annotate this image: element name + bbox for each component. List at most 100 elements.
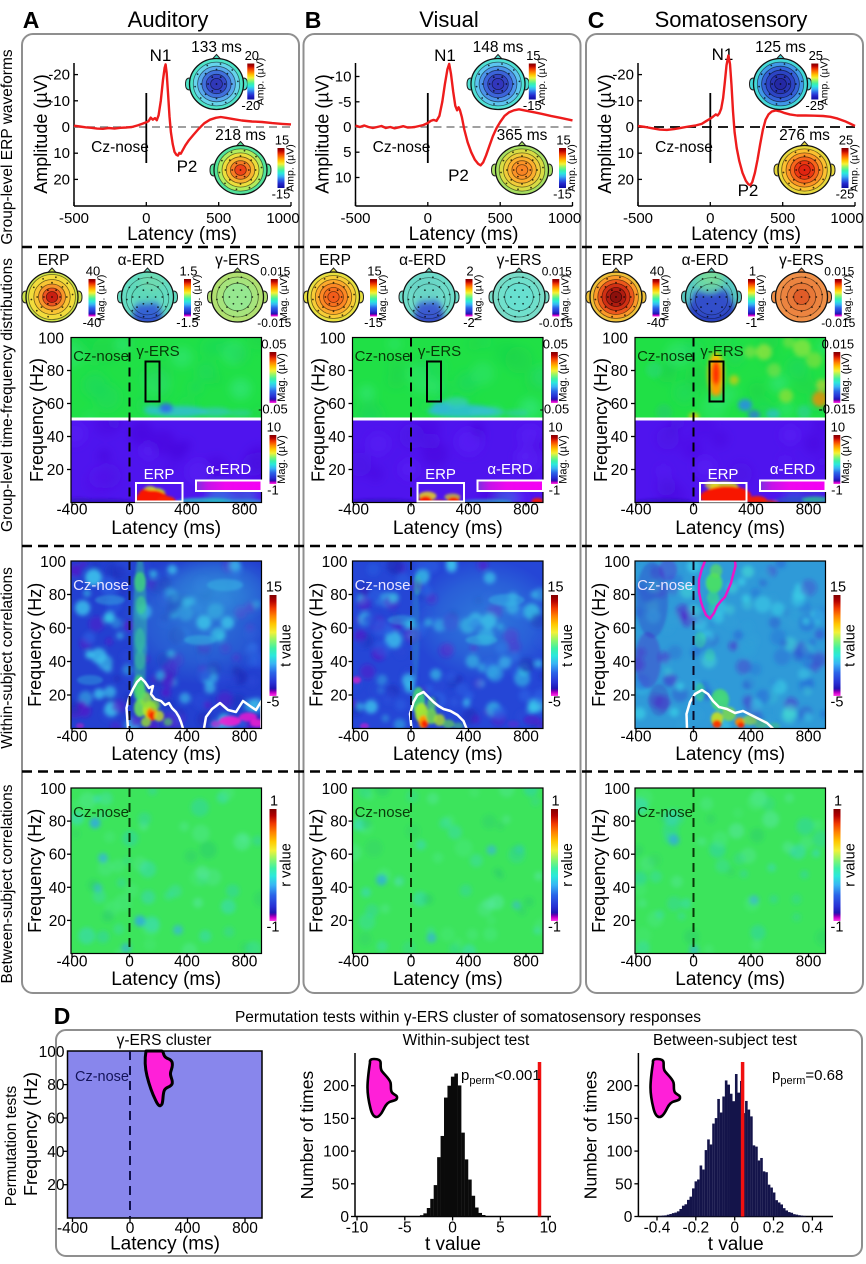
- svg-text:-1: -1: [831, 483, 843, 498]
- svg-text:ERP: ERP: [602, 252, 634, 269]
- svg-text:40: 40: [650, 264, 664, 279]
- svg-text:Amp. (µV): Amp. (µV): [285, 144, 297, 191]
- svg-text:Cz-nose: Cz-nose: [355, 348, 411, 365]
- svg-text:Cz-nose: Cz-nose: [637, 348, 693, 365]
- svg-text:N1: N1: [150, 46, 172, 65]
- svg-text:0: 0: [448, 1220, 457, 1237]
- svg-text:100: 100: [604, 554, 630, 571]
- svg-text:Visual: Visual: [419, 7, 479, 32]
- svg-text:218 ms: 218 ms: [215, 127, 266, 144]
- svg-text:Frequency (Hz): Frequency (Hz): [589, 583, 609, 707]
- svg-text:60: 60: [611, 396, 629, 413]
- svg-text:Cz-nose: Cz-nose: [355, 577, 411, 594]
- svg-text:0.015: 0.015: [824, 265, 854, 279]
- svg-text:-0.015: -0.015: [821, 316, 855, 330]
- svg-text:40: 40: [86, 264, 100, 279]
- svg-text:15: 15: [266, 580, 282, 596]
- svg-text:5: 5: [496, 1220, 505, 1237]
- svg-text:Latency (ms): Latency (ms): [393, 744, 503, 765]
- svg-text:40: 40: [47, 429, 65, 446]
- svg-text:0: 0: [626, 119, 634, 136]
- svg-text:P2: P2: [177, 157, 198, 176]
- svg-text:-40: -40: [83, 315, 102, 330]
- svg-text:Cz-nose: Cz-nose: [75, 1069, 129, 1085]
- svg-text:Between-subject correlations: Between-subject correlations: [0, 784, 16, 983]
- svg-text:γ-ERS: γ-ERS: [418, 343, 461, 360]
- svg-text:0: 0: [706, 210, 714, 227]
- svg-text:40: 40: [330, 654, 348, 671]
- svg-text:400: 400: [738, 502, 764, 519]
- svg-text:Latency (ms): Latency (ms): [409, 224, 519, 245]
- svg-text:150: 150: [323, 1111, 349, 1128]
- svg-text:100: 100: [604, 781, 630, 798]
- svg-text:-0.05: -0.05: [258, 402, 288, 417]
- svg-text:Number of times: Number of times: [297, 1071, 317, 1200]
- svg-text:80: 80: [328, 363, 346, 380]
- svg-text:0: 0: [62, 119, 70, 136]
- svg-text:Within-subject correlations: Within-subject correlations: [0, 567, 16, 749]
- svg-text:133 ms: 133 ms: [191, 39, 242, 56]
- svg-text:Frequency (Hz): Frequency (Hz): [25, 809, 45, 933]
- svg-text:-0.2: -0.2: [682, 1220, 709, 1237]
- svg-text:80: 80: [49, 587, 67, 604]
- svg-text:Amplitude (µV): Amplitude (µV): [31, 74, 51, 193]
- svg-text:0: 0: [142, 210, 150, 227]
- svg-text:1: 1: [749, 264, 756, 279]
- svg-text:0: 0: [730, 1220, 739, 1237]
- svg-text:10: 10: [831, 420, 845, 435]
- svg-text:P2: P2: [448, 166, 469, 185]
- svg-text:-1: -1: [549, 483, 561, 498]
- svg-text:-1: -1: [267, 483, 279, 498]
- svg-text:γ-ERS: γ-ERS: [497, 252, 542, 269]
- svg-text:ERP: ERP: [38, 252, 70, 269]
- svg-text:0.2: 0.2: [763, 1220, 785, 1237]
- svg-text:α-ERD: α-ERD: [399, 252, 446, 269]
- svg-text:-1.5: -1.5: [176, 315, 198, 330]
- svg-text:800: 800: [513, 729, 539, 746]
- svg-text:20: 20: [53, 171, 70, 188]
- svg-text:0: 0: [407, 729, 416, 746]
- svg-text:10: 10: [540, 1220, 558, 1237]
- svg-text:100: 100: [322, 781, 348, 798]
- svg-text:400: 400: [456, 729, 482, 746]
- svg-text:-400: -400: [338, 954, 369, 971]
- svg-text:100: 100: [607, 1144, 633, 1161]
- svg-text:1000: 1000: [266, 210, 299, 227]
- svg-text:150: 150: [607, 1111, 633, 1128]
- svg-text:α-ERD: α-ERD: [206, 461, 252, 478]
- svg-text:200: 200: [607, 1078, 633, 1095]
- svg-text:Mag. (µV): Mag. (µV): [276, 353, 288, 402]
- svg-text:400: 400: [174, 729, 200, 746]
- svg-text:1000: 1000: [548, 210, 581, 227]
- svg-text:400: 400: [738, 954, 764, 971]
- svg-text:-0.015: -0.015: [539, 316, 573, 330]
- svg-text:0.015: 0.015: [822, 337, 855, 352]
- svg-text:Latency (ms): Latency (ms): [675, 969, 785, 990]
- svg-text:-15: -15: [553, 187, 572, 202]
- svg-text:5: 5: [343, 144, 351, 161]
- svg-text:500: 500: [206, 210, 231, 227]
- svg-text:Mag. (µV): Mag. (µV): [473, 275, 485, 321]
- svg-text:0.015: 0.015: [542, 265, 572, 279]
- svg-text:0: 0: [624, 1209, 633, 1226]
- svg-text:Amplitude (µV): Amplitude (µV): [595, 74, 615, 193]
- svg-text:80: 80: [611, 363, 629, 380]
- svg-text:Latency (ms): Latency (ms): [110, 1234, 220, 1255]
- svg-text:0.015: 0.015: [260, 265, 290, 279]
- svg-text:80: 80: [47, 1077, 65, 1094]
- svg-text:80: 80: [47, 363, 65, 380]
- svg-text:-400: -400: [56, 729, 87, 746]
- svg-text:Group-level ERP waveforms: Group-level ERP waveforms: [0, 49, 16, 245]
- svg-text:Mag. (µV): Mag. (µV): [660, 275, 672, 321]
- svg-text:0: 0: [407, 954, 416, 971]
- svg-text:Latency (ms): Latency (ms): [393, 518, 503, 539]
- svg-text:Cz-nose: Cz-nose: [73, 348, 129, 365]
- svg-text:20: 20: [328, 462, 346, 479]
- svg-text:-10: -10: [48, 93, 70, 110]
- svg-text:800: 800: [232, 502, 258, 519]
- svg-text:500: 500: [488, 210, 513, 227]
- svg-text:Cz-nose: Cz-nose: [355, 804, 411, 821]
- svg-text:0.05: 0.05: [261, 337, 286, 352]
- svg-text:10: 10: [548, 420, 562, 435]
- svg-text:Amp. (µV): Amp. (µV): [849, 144, 861, 191]
